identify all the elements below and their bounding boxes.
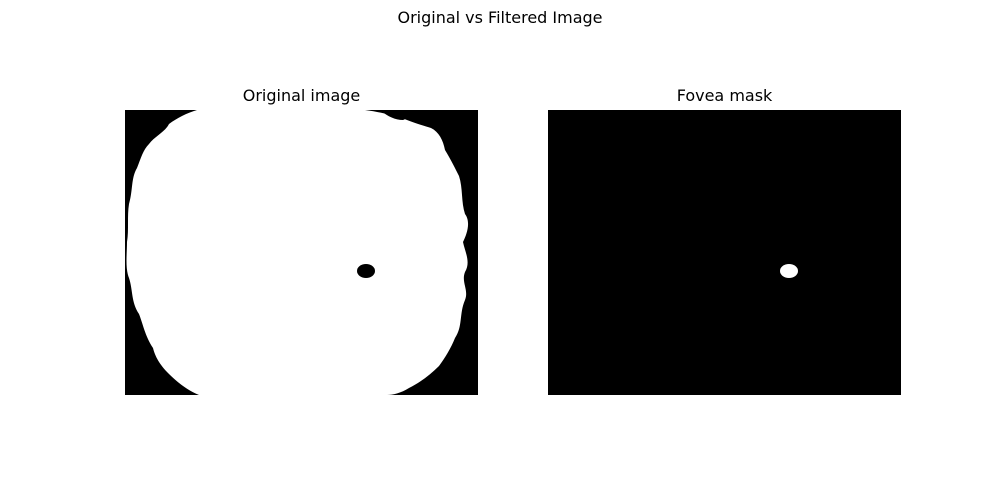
figure-title: Original vs Filtered Image [397, 8, 603, 27]
fovea-mask-background [548, 110, 901, 395]
original-image-panel: Original image [125, 86, 478, 395]
retina-edge-notch [380, 110, 407, 120]
original-image [125, 110, 478, 395]
retina-field-of-view [126, 110, 469, 395]
fovea-mask-title: Fovea mask [676, 86, 773, 105]
fovea-spot-bright [780, 264, 798, 278]
original-image-title: Original image [242, 86, 361, 105]
fovea-mask-panel: Fovea mask [548, 86, 901, 395]
edge-speck [379, 382, 383, 386]
fovea-mask-image [548, 110, 901, 395]
fovea-spot-dark [357, 264, 375, 278]
